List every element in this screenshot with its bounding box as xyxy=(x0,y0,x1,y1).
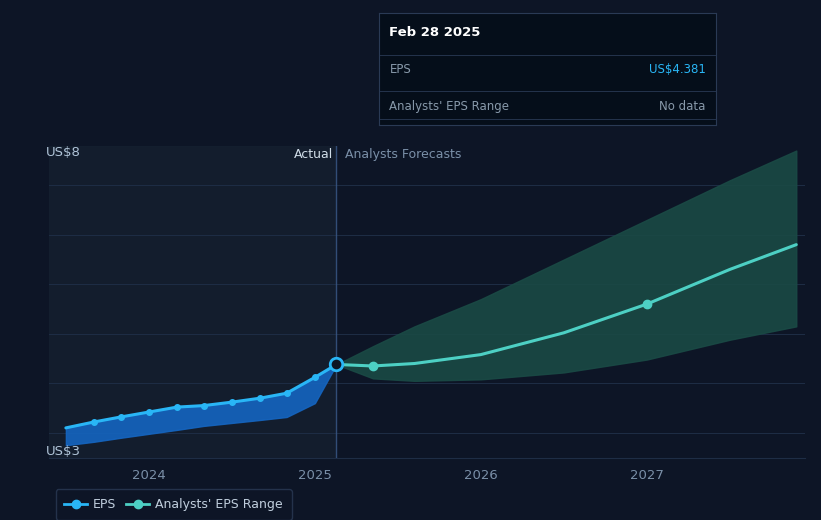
Text: Analysts' EPS Range: Analysts' EPS Range xyxy=(389,100,509,113)
Text: US$8: US$8 xyxy=(45,146,80,159)
Legend: EPS, Analysts' EPS Range: EPS, Analysts' EPS Range xyxy=(56,489,291,520)
Text: No data: No data xyxy=(659,100,706,113)
Text: US$3: US$3 xyxy=(45,445,80,458)
Text: Actual: Actual xyxy=(294,148,333,161)
Bar xyxy=(49,146,337,458)
Text: US$4.381: US$4.381 xyxy=(649,63,706,76)
Text: EPS: EPS xyxy=(389,63,411,76)
Text: Feb 28 2025: Feb 28 2025 xyxy=(389,27,481,40)
Text: Analysts Forecasts: Analysts Forecasts xyxy=(345,148,461,161)
